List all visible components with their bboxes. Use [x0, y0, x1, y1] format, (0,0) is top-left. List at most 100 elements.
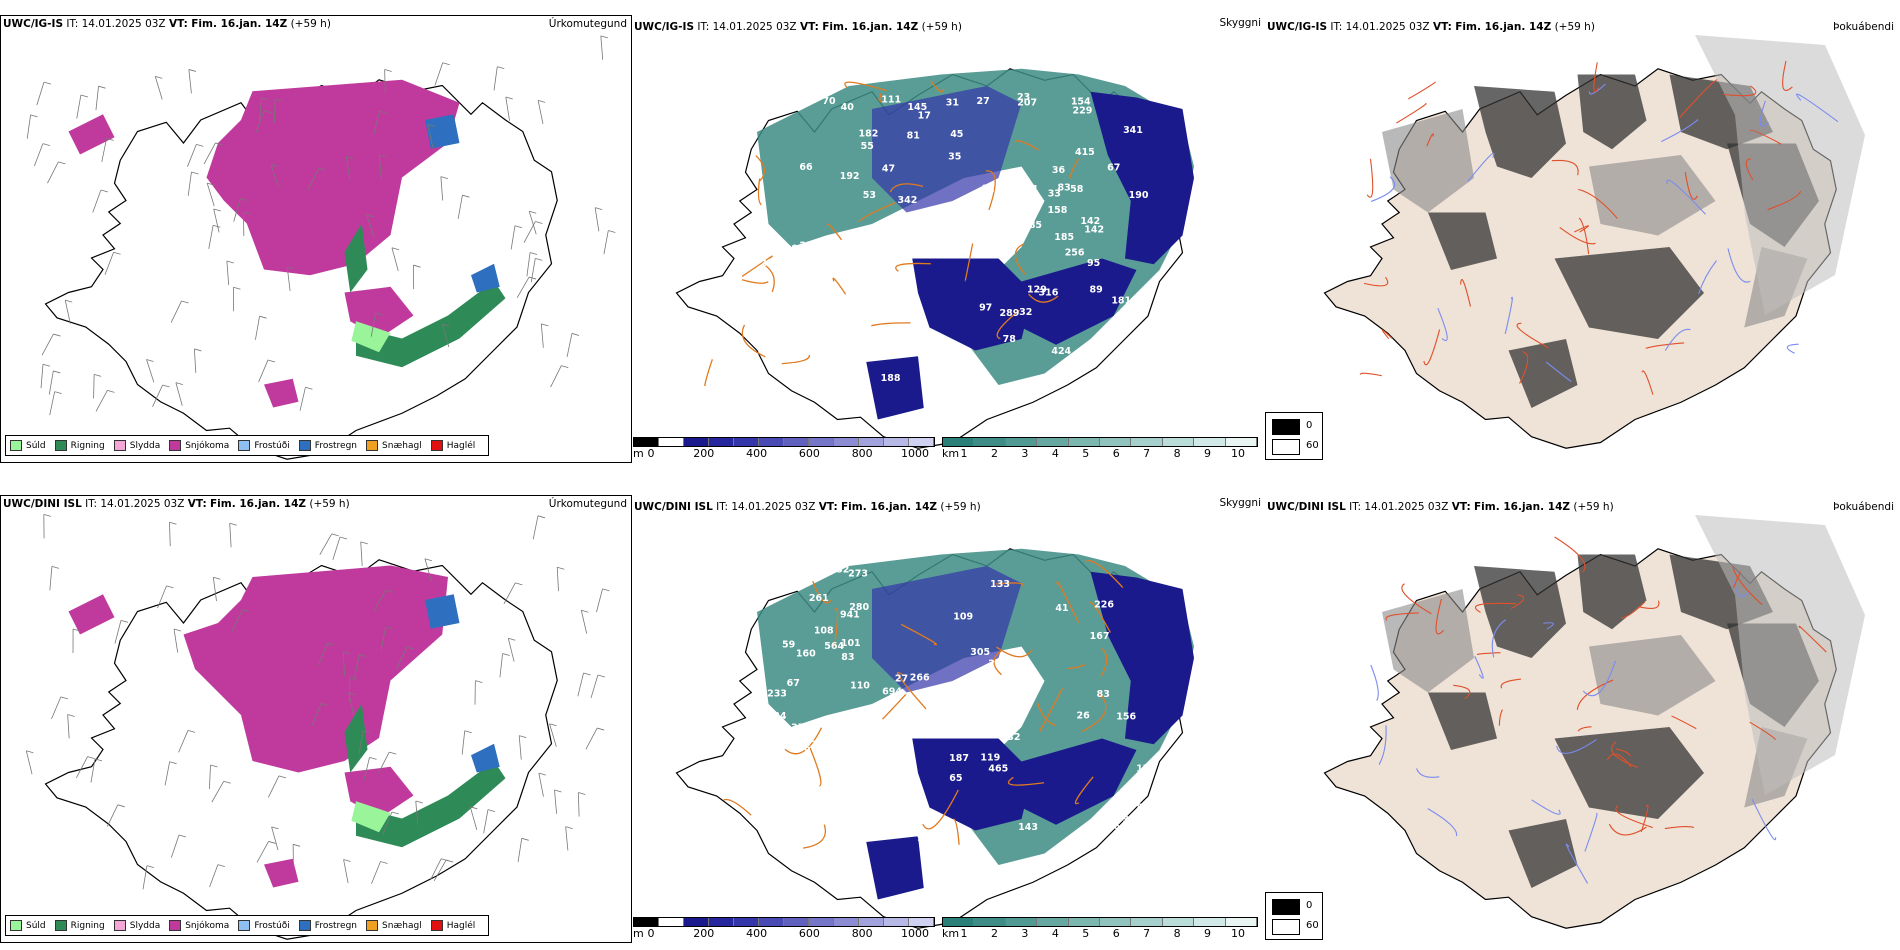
legend-item: Frostúði	[238, 440, 290, 451]
cloud-base-label: 97	[979, 303, 992, 314]
colorbar-tick-label: 800	[851, 927, 873, 940]
cloud-base-label: 111	[881, 94, 901, 105]
cloud-base-label: 40	[841, 102, 855, 113]
cloud-base-label: 51	[933, 706, 946, 717]
fog-area	[1508, 819, 1578, 888]
cloud-base-label: 32	[1019, 307, 1032, 318]
cloud-base-label: 38	[781, 292, 795, 303]
cloud-base-label: 276	[872, 742, 892, 753]
fog-area	[1382, 109, 1474, 213]
legend-item: Frostúði	[238, 920, 290, 931]
legend-swatch	[1272, 439, 1300, 455]
cloud-visibility-map: 179 694 941 305 780 280 86 160 274 81 108 133 110 97 4…	[675, 548, 1194, 929]
fog-index-map-panel: UWC/DINI ISL IT: 14.01.2025 03Z VT: Fim.…	[1265, 495, 1900, 943]
panel-title: Úrkomutegund	[548, 498, 627, 510]
cloud-base-label: 27	[977, 96, 990, 107]
cloud-base-label: 78	[1003, 334, 1017, 345]
cloud-base-label: 25	[996, 216, 1009, 227]
cloud-base-label: 154	[1071, 97, 1091, 108]
low-cloud-area	[912, 738, 1033, 831]
cloud-base-label: 226	[1094, 600, 1114, 611]
model-name: UWC/DINI ISL	[3, 498, 82, 510]
precip-legend: Súld Rigning Slydda Snjókoma Frostúði Frostre…	[5, 915, 490, 936]
colorbar-tick-label: 4	[1051, 447, 1059, 460]
cloud-base-label: 780	[1130, 802, 1150, 813]
cloud-base-label: 92	[982, 184, 995, 195]
init-time: 14.01.2025 03Z	[731, 501, 816, 513]
cloud-base-label: 145	[907, 102, 927, 113]
legend-swatch	[366, 440, 379, 451]
cloud-base-label: 109	[953, 612, 973, 623]
cloud-base-label: 36	[1052, 165, 1066, 176]
fog-area	[1554, 247, 1704, 339]
legend-label: Frostúði	[254, 440, 290, 451]
snowfall-area	[183, 565, 448, 773]
fog-index-map-panel: UWC/IG-IS IT: 14.01.2025 03Z VT: Fim. 16…	[1265, 15, 1900, 463]
cloud-base-label: 341	[1123, 125, 1143, 136]
colorbar-tick-label: 1	[960, 927, 968, 940]
cloud-base-label: 81	[907, 131, 920, 142]
panel-header: UWC/DINI ISL IT: 14.01.2025 03Z VT: Fim.…	[3, 498, 350, 510]
legend-item: Snæhagl	[366, 920, 422, 931]
cloud-base-label: 188	[881, 373, 901, 384]
cloud-base-label: 72	[885, 242, 898, 253]
colorbar-tick-label: 7	[1143, 927, 1151, 940]
colorbar-tick-label: 400	[746, 447, 768, 460]
cloud-base-label: 81	[894, 805, 907, 816]
colorbar-tick-label: 800	[851, 447, 873, 460]
legend-swatch	[113, 440, 126, 451]
legend-swatch	[169, 440, 182, 451]
cloud-base-label: 229	[1073, 106, 1093, 117]
cloud-base-label: 207	[1017, 97, 1037, 108]
model-name: UWC/DINI ISL	[634, 501, 713, 513]
legend-swatch	[298, 440, 311, 451]
cloud-base-label: 79	[1107, 824, 1120, 835]
init-time: 14.01.2025 03Z	[1364, 501, 1449, 513]
cloud-base-label: 117	[879, 775, 899, 786]
cloud-base-label: 131	[1019, 184, 1039, 195]
colorbar-tick-label: 8	[1173, 447, 1181, 460]
drizzle-area	[351, 321, 391, 353]
fog-area	[1577, 554, 1647, 630]
panel-title: Þokuábendi	[1833, 501, 1894, 513]
cloud-base-label: 83	[1057, 182, 1070, 193]
snowfall-area	[68, 114, 115, 155]
cloud-base-label: 186	[791, 743, 811, 754]
cloud-base-label: 179	[1136, 763, 1156, 774]
legend-swatch	[10, 440, 22, 451]
valid-time: Fim. 16.jan. 14Z	[1474, 501, 1570, 513]
colorbar-tick-label: 1000	[901, 927, 929, 940]
precip-map	[26, 35, 616, 460]
legend-item: Frostregn	[298, 440, 357, 451]
colorbar-tick-label: 0	[647, 927, 655, 940]
colorbar-tick-label: 6	[1112, 447, 1120, 460]
cloud-base-label: 158	[1047, 205, 1067, 216]
cloud-base-label: 941	[840, 609, 860, 620]
cloud-base-label: 49	[900, 720, 913, 731]
legend-item: Snjókoma	[169, 440, 229, 451]
legend-label: Frostregn	[314, 920, 358, 931]
cloud-base-label: 27	[895, 673, 908, 684]
lead-time: (+59 h)	[940, 501, 981, 513]
cloud-base-label: 256	[1065, 247, 1085, 258]
valid-time: Fim. 16.jan. 14Z	[191, 18, 288, 30]
legend-item: Haglél	[430, 920, 475, 931]
legend-item: Haglél	[430, 440, 475, 451]
cloud-base-label: 305	[970, 647, 990, 658]
cloud-base-colorbar: m 0 200 400 600 800 1000	[633, 437, 935, 463]
panel-header: UWC/IG-IS IT: 14.01.2025 03Z VT: Fim. 16…	[634, 21, 962, 33]
colorbar-tick-label: 600	[798, 447, 820, 460]
colorbar-tick-label: 9	[1204, 447, 1212, 460]
cloud-base-label: 32	[836, 564, 849, 575]
legend-swatch	[1272, 899, 1300, 915]
panel-header: UWC/DINI ISL IT: 14.01.2025 03Z VT: Fim.…	[1267, 501, 1614, 513]
legend-swatch	[238, 920, 251, 931]
panel-title: Skyggni	[1219, 17, 1262, 29]
legend-item: Snæhagl	[366, 440, 422, 451]
panel-title: Þokuábendi	[1833, 21, 1894, 33]
cloud-base-label: 33	[1048, 188, 1061, 199]
cloud-base-label: 424	[1051, 346, 1071, 357]
legend-item: Slydda	[113, 440, 160, 451]
offshore-fog-area	[1695, 35, 1865, 315]
cloud-base-label: 142	[1084, 224, 1104, 235]
